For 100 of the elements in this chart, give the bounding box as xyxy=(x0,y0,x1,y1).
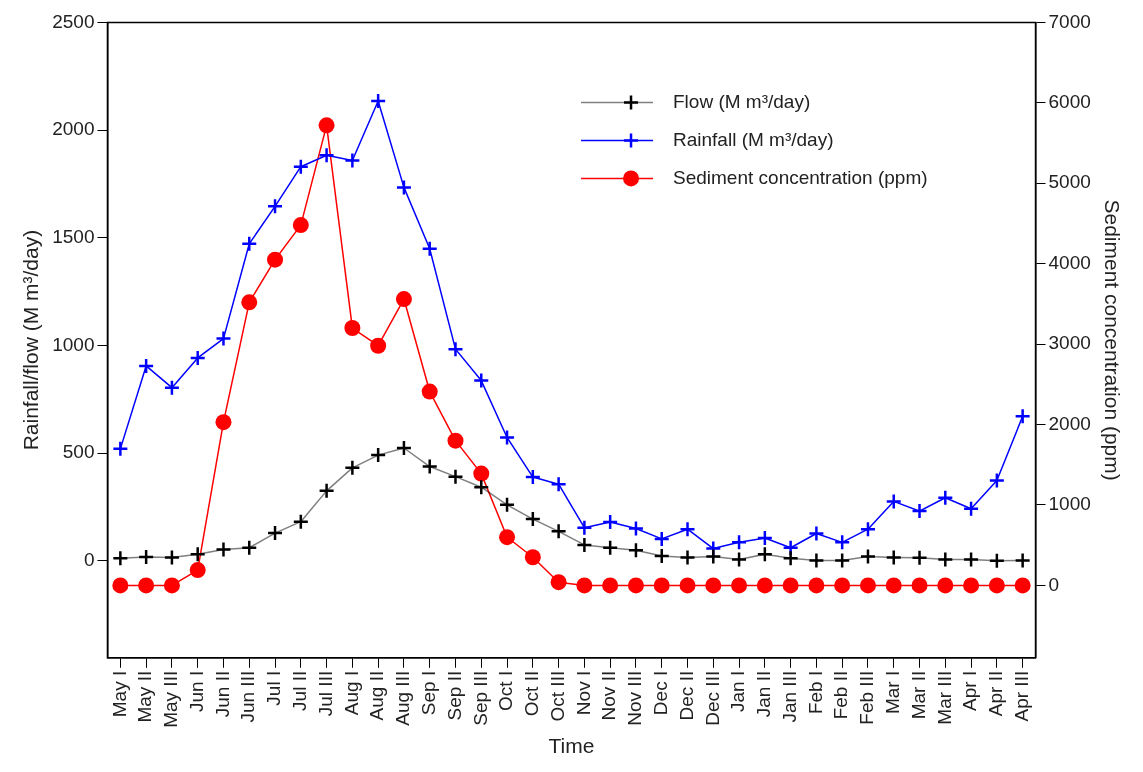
point xyxy=(370,337,387,354)
x-tick-label: Apr I xyxy=(959,670,981,711)
point xyxy=(163,549,181,566)
x-tick-label: Feb III xyxy=(856,670,878,725)
point xyxy=(447,468,464,485)
legend-label: Flow (M m³/day) xyxy=(673,90,811,112)
y-tick-label: 0 xyxy=(83,549,95,571)
point xyxy=(808,577,825,594)
point xyxy=(318,482,335,500)
point xyxy=(782,550,799,567)
point xyxy=(988,552,1006,570)
point xyxy=(988,577,1005,594)
x-tick-label: Jun III xyxy=(237,670,259,723)
x-tick-label: Oct I xyxy=(495,670,517,711)
y2-tick-label: 2000 xyxy=(1048,412,1091,434)
x-tick-label: Jan I xyxy=(727,670,749,712)
point xyxy=(730,534,748,551)
x-tick-label: Jun II xyxy=(211,670,233,718)
point xyxy=(421,458,438,475)
point xyxy=(756,545,774,563)
x-tick-label: Apr II xyxy=(985,670,1007,717)
point xyxy=(937,489,954,507)
x-tick-label: Aug I xyxy=(340,670,362,716)
y-tick-label: 500 xyxy=(62,441,95,463)
x-tick-label: Dec I xyxy=(649,670,671,716)
point xyxy=(911,502,928,520)
point xyxy=(859,548,877,565)
point xyxy=(267,251,284,268)
point xyxy=(601,539,619,556)
y2-tick-label: 5000 xyxy=(1048,171,1091,193)
y-tick-label: 1500 xyxy=(52,226,95,248)
point xyxy=(266,524,284,542)
point xyxy=(1014,408,1031,425)
y2-tick-label: 3000 xyxy=(1048,332,1091,354)
point xyxy=(292,217,309,234)
point xyxy=(344,320,361,337)
x-tick-label: Sep II xyxy=(443,670,465,721)
point xyxy=(937,577,954,594)
point xyxy=(679,577,696,594)
point xyxy=(395,291,412,308)
legend-label: Rainfall (M m³/day) xyxy=(673,128,834,150)
point xyxy=(112,550,129,567)
point xyxy=(756,577,773,594)
point xyxy=(163,379,181,396)
x-tick-label: May I xyxy=(108,670,130,718)
point xyxy=(885,549,902,566)
point xyxy=(447,340,464,358)
point xyxy=(189,562,206,579)
point xyxy=(524,510,542,528)
point xyxy=(137,548,155,566)
point xyxy=(369,92,387,110)
point xyxy=(112,440,129,458)
point xyxy=(705,548,722,565)
point xyxy=(731,577,748,594)
x-axis-title: Time xyxy=(548,734,595,758)
point xyxy=(395,439,413,457)
point xyxy=(550,475,567,493)
point xyxy=(679,549,696,566)
point xyxy=(808,552,825,569)
point xyxy=(344,459,361,477)
point xyxy=(421,383,438,400)
point xyxy=(241,294,258,311)
point xyxy=(833,552,851,569)
y2-axis-title: Sediment concentration (ppm) xyxy=(1100,199,1124,481)
point xyxy=(1014,552,1031,569)
point xyxy=(550,523,567,540)
x-tick-label: Aug III xyxy=(392,670,414,726)
point xyxy=(962,551,980,568)
point xyxy=(473,465,490,482)
point xyxy=(602,577,619,594)
point xyxy=(963,577,980,594)
x-tick-label: Mar III xyxy=(933,670,955,725)
point xyxy=(318,147,335,164)
y2-tick-label: 0 xyxy=(1048,573,1060,595)
point xyxy=(215,414,232,431)
y2-tick-label: 4000 xyxy=(1048,251,1091,273)
x-tick-label: Mar I xyxy=(881,670,903,715)
point xyxy=(163,577,180,594)
point xyxy=(1014,577,1031,594)
point xyxy=(369,446,387,464)
x-tick-label: Oct II xyxy=(521,670,543,717)
point xyxy=(241,235,258,253)
x-tick-label: Sep I xyxy=(417,670,439,716)
point xyxy=(833,534,851,551)
x-tick-label: Jul III xyxy=(314,670,336,717)
y2-tick-label: 1000 xyxy=(1048,493,1091,515)
point xyxy=(318,117,335,134)
point xyxy=(679,520,696,538)
x-tick-label: May III xyxy=(160,670,182,728)
legend-label: Sediment concentration (ppm) xyxy=(673,166,928,188)
point xyxy=(189,545,206,563)
point xyxy=(911,577,928,594)
point xyxy=(576,577,593,594)
point xyxy=(962,500,980,517)
point xyxy=(524,549,541,566)
x-tick-label: Sep III xyxy=(469,670,491,726)
x-tick-label: Feb I xyxy=(804,670,826,715)
point xyxy=(576,519,593,536)
point xyxy=(292,158,310,175)
point xyxy=(215,541,232,558)
